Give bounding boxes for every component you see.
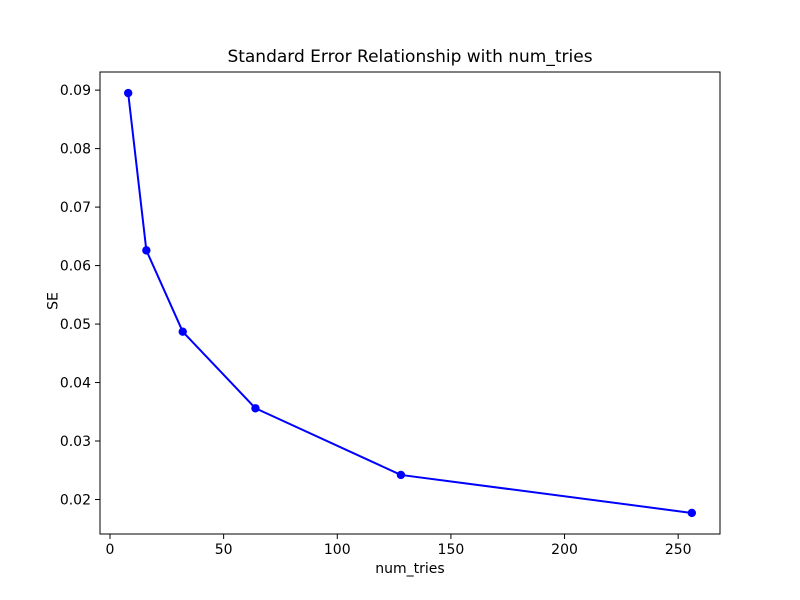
data-point-marker bbox=[687, 508, 697, 518]
x-tick-label: 100 bbox=[324, 542, 351, 558]
data-point-marker bbox=[142, 246, 151, 255]
data-point-marker bbox=[396, 470, 406, 480]
x-tick-label: 50 bbox=[215, 542, 233, 558]
y-axis-ticks: 0.02 0.03 0.04 0.05 0.06 0.07 0.08 0.09 bbox=[60, 83, 100, 508]
x-tick-label: 0 bbox=[106, 542, 115, 558]
y-tick-label: 0.03 bbox=[60, 434, 91, 450]
y-tick-label: 0.06 bbox=[60, 259, 91, 275]
y-tick-label: 0.07 bbox=[60, 200, 91, 216]
data-point-marker bbox=[251, 404, 260, 413]
data-series bbox=[123, 88, 697, 518]
y-tick-label: 0.04 bbox=[60, 376, 91, 392]
y-tick-label: 0.08 bbox=[60, 142, 91, 158]
y-axis-label: SE bbox=[46, 292, 62, 310]
y-tick-label: 0.02 bbox=[60, 492, 91, 508]
series-line bbox=[127, 92, 693, 514]
x-tick-label: 200 bbox=[551, 542, 578, 558]
data-point-marker bbox=[178, 327, 187, 336]
x-axis-ticks: 0 50 100 150 200 250 bbox=[106, 534, 692, 558]
y-tick-label: 0.09 bbox=[60, 83, 91, 99]
x-tick-label: 250 bbox=[665, 542, 692, 558]
x-tick-label: 150 bbox=[438, 542, 465, 558]
plot-frame bbox=[99, 71, 721, 535]
chart-title: Standard Error Relationship with num_tri… bbox=[227, 47, 592, 67]
y-tick-label: 0.05 bbox=[60, 317, 91, 333]
data-point-marker bbox=[123, 88, 133, 98]
x-axis-label: num_tries bbox=[375, 561, 444, 577]
